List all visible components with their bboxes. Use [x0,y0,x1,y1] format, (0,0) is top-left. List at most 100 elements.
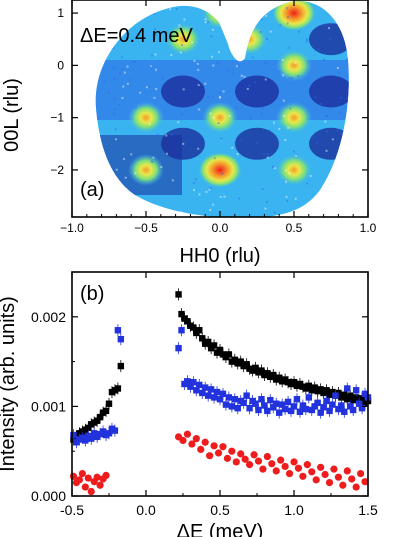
data-point [358,395,366,402]
panel-a-x-ticks: −1.0 −0.5 0.0 0.5 1.0 [60,0,377,235]
panel-a-y-tick-label: 1 [57,6,64,20]
data-point [199,335,206,342]
data-point [105,400,113,407]
data-point [334,473,342,481]
data-point [294,464,303,472]
data-point [228,447,236,455]
data-point [214,449,223,457]
data-point [78,470,86,478]
data-point [317,386,324,393]
data-point [287,407,295,415]
panel-a-y-tick-label: −1 [50,111,64,125]
data-point [179,436,187,445]
data-point [254,457,263,465]
data-point [317,409,324,416]
series-2 [69,430,369,496]
data-point [105,430,113,437]
data-point [216,396,224,403]
data-point [219,390,227,398]
panel-b-y-tick-label: 0.002 [31,309,66,325]
data-point [350,406,357,414]
data-point [188,440,196,448]
data-point [332,392,339,399]
data-point [325,478,334,487]
panel-b-x-tick-label: 1.0 [284,502,304,518]
data-point [246,404,253,412]
data-point [192,435,200,443]
panel-b-x-tick-label: 1.5 [358,502,378,518]
data-point [305,382,312,389]
data-point [240,399,247,407]
data-point [305,394,312,401]
heatmap-layer [95,0,349,217]
data-point [338,402,345,409]
panel-b-y-tick-label: 0.000 [31,488,66,504]
data-point [81,483,89,491]
data-point [303,461,311,469]
panel-a-x-tick-label: −1.0 [60,221,84,235]
data-point [276,374,283,381]
data-point [93,417,101,424]
data-point [210,394,218,401]
panel-b-x-ticks: -0.5 0.0 0.5 1.0 1.5 [60,272,378,518]
data-point [231,396,238,403]
data-point [314,399,321,407]
panel-b-y-tick-label: 0.001 [31,398,66,414]
data-point [187,383,194,390]
data-point [311,403,318,410]
data-point [190,379,197,386]
data-point [213,388,221,396]
panel-a-annotation: ΔE=0.4 meV [80,25,194,47]
data-point [358,404,366,412]
data-point [290,458,298,466]
data-point [278,401,286,408]
data-point [93,473,101,481]
data-point [102,407,110,415]
data-point [276,409,283,416]
panel-b-x-tick-label: -0.5 [60,502,84,518]
panel-b-data-points [69,288,372,496]
data-point [335,405,342,413]
data-point [361,478,369,486]
data-point [96,413,104,421]
data-point [223,454,231,462]
data-point [361,390,369,398]
data-point [341,391,348,398]
data-point [99,428,107,435]
panel-a-x-tick-label: 0.0 [212,221,229,235]
data-point [339,481,347,489]
data-point [285,470,294,478]
data-point [243,392,250,399]
data-point [199,389,206,397]
data-point [243,361,250,368]
data-point [258,367,265,374]
data-point [237,450,245,458]
data-point [87,487,95,496]
panel-a: −1.0 −0.5 0.0 0.5 1.0 −2−101 ΔE=0.4 meV (a) … [1,0,377,267]
panel-b-frame [71,271,369,497]
panel-a-x-tick-label: 0.5 [286,221,303,235]
data-point [329,401,336,408]
data-point [178,310,185,318]
data-point [352,387,360,394]
panel-a-y-tick-label: 0 [57,58,64,72]
data-point [234,404,241,412]
data-point [196,327,203,334]
data-point [225,351,233,358]
panel-a-y-tick-label: −2 [50,163,64,177]
data-point [308,406,315,414]
data-point [308,468,316,476]
data-point [84,474,92,482]
data-point [231,356,238,364]
data-point [216,346,224,354]
data-point [82,437,89,444]
data-point [290,403,298,410]
data-point [206,452,214,460]
data-point [228,403,236,410]
data-point [102,471,110,479]
data-point [222,401,230,408]
data-point [114,385,122,392]
data-point [219,443,227,451]
data-point [273,400,280,407]
data-point [312,476,320,484]
